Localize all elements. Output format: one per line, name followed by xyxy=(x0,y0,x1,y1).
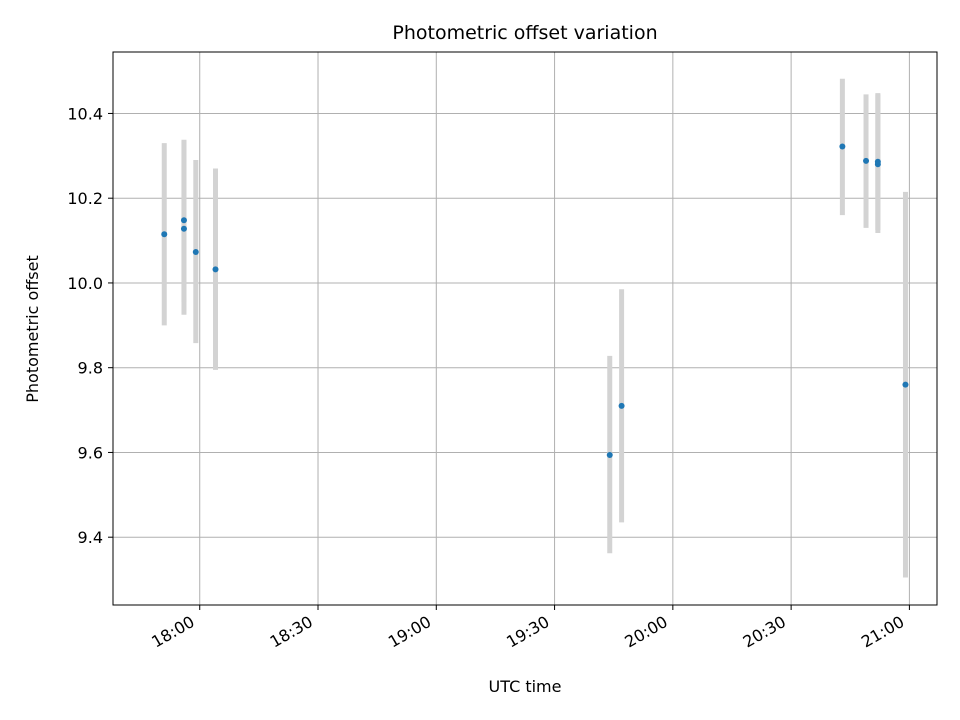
y-tick-label: 9.8 xyxy=(78,359,103,378)
data-point xyxy=(618,402,625,409)
x-tick-label: 21:00 xyxy=(858,612,907,652)
x-tick-label: 19:30 xyxy=(503,612,552,652)
data-point xyxy=(161,231,168,238)
data-point xyxy=(180,225,187,232)
y-tick-label: 9.6 xyxy=(78,443,103,462)
error-bars xyxy=(161,78,908,578)
y-tick-label: 10.2 xyxy=(67,189,103,208)
y-axis-label: Photometric offset xyxy=(23,255,42,403)
x-tick-label: 18:30 xyxy=(267,612,316,652)
data-point xyxy=(192,249,199,256)
data-point xyxy=(863,157,870,164)
data-point xyxy=(839,143,846,150)
plot-area-frame xyxy=(112,51,938,606)
data-point xyxy=(902,381,909,388)
x-tick-label: 20:00 xyxy=(621,612,670,652)
chart-title: Photometric offset variation xyxy=(392,22,657,44)
data-point xyxy=(874,158,881,165)
data-point xyxy=(212,266,219,273)
y-tick-label: 10.0 xyxy=(67,274,103,293)
x-tick-label: 19:00 xyxy=(385,612,434,652)
data-point xyxy=(606,451,613,458)
data-point xyxy=(180,217,187,224)
x-tick-label: 20:30 xyxy=(740,612,789,652)
x-tick-label: 18:00 xyxy=(148,612,197,652)
grid xyxy=(113,52,937,605)
y-tick-label: 10.4 xyxy=(67,104,103,123)
data-points xyxy=(161,143,909,458)
y-axis-ticks: 9.4 9.6 9.8 10.0 10.2 10.4 xyxy=(67,104,113,547)
x-axis-label: UTC time xyxy=(489,677,562,696)
y-tick-label: 9.4 xyxy=(78,528,103,547)
x-axis-ticks: 18:00 18:30 19:00 19:30 20:00 20:30 21:00 xyxy=(148,605,910,652)
